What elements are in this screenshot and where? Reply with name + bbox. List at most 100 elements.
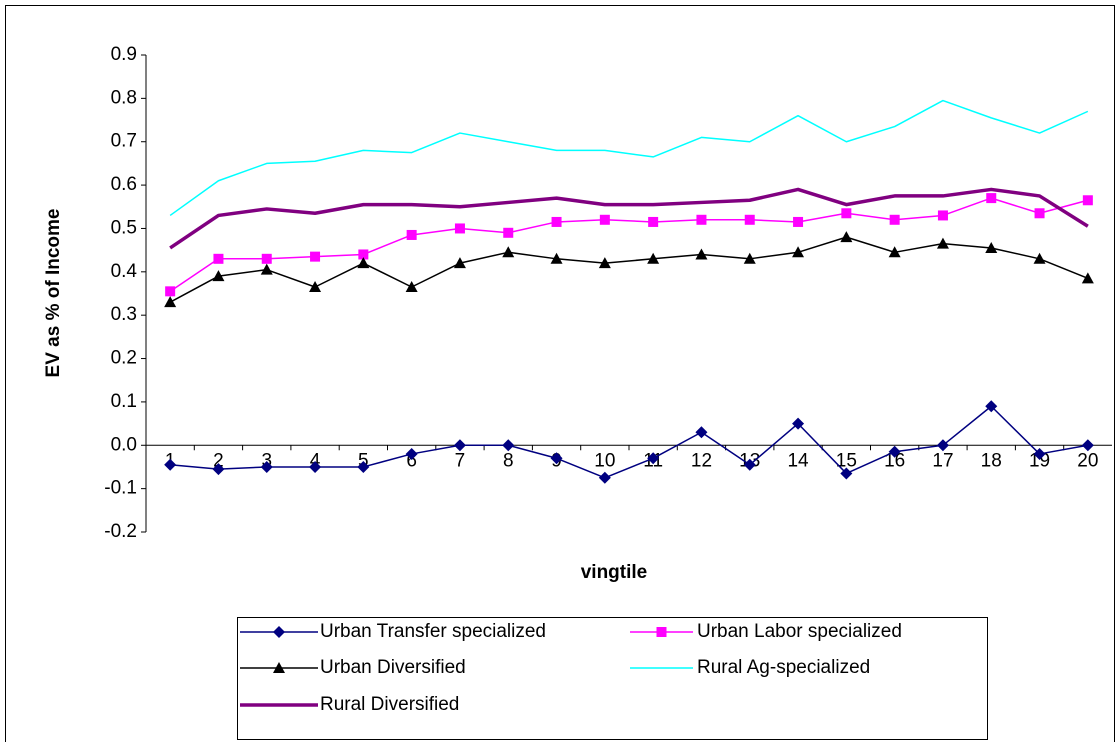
data-point	[936, 439, 949, 452]
data-point	[888, 246, 901, 258]
data-point	[695, 248, 708, 260]
data-point	[840, 467, 853, 480]
x-tick-label: 4	[310, 450, 321, 471]
data-point	[695, 426, 708, 439]
data-point	[164, 296, 177, 308]
data-point	[502, 246, 515, 258]
y-tick-label: 0.2	[111, 348, 137, 369]
data-point	[358, 249, 369, 260]
data-point	[454, 223, 465, 234]
data-point	[1033, 252, 1046, 264]
y-tick-label: -0.2	[104, 521, 137, 542]
y-tick-label: 0.9	[111, 44, 137, 65]
x-tick-label: 10	[594, 450, 615, 471]
data-point	[648, 216, 659, 227]
y-tick-label: 0.3	[111, 304, 137, 325]
data-point	[598, 257, 611, 269]
legend-label: Urban Transfer specialized	[320, 621, 546, 642]
x-tick-label: 15	[836, 450, 857, 471]
data-point	[309, 280, 322, 292]
data-point	[550, 452, 563, 465]
x-tick-label: 17	[932, 450, 953, 471]
data-point	[793, 216, 804, 227]
data-point	[743, 252, 756, 264]
data-point	[841, 208, 852, 219]
data-point	[986, 193, 997, 204]
data-point	[889, 214, 900, 225]
data-point	[792, 246, 805, 258]
data-point	[309, 460, 322, 473]
series-line	[169, 197, 1089, 292]
x-tick-label: 6	[406, 450, 417, 471]
data-point	[647, 452, 660, 465]
legend-box	[237, 617, 988, 740]
y-tick-label: 0.0	[111, 434, 137, 455]
y-tick-label: -0.1	[104, 478, 137, 499]
data-point	[937, 210, 948, 221]
legend-marker	[273, 662, 285, 673]
data-point	[744, 214, 755, 225]
data-point	[888, 445, 901, 458]
data-point	[1081, 439, 1094, 452]
data-point	[647, 252, 660, 264]
y-tick-label: 0.6	[111, 174, 137, 195]
x-tick-label: 19	[1029, 450, 1050, 471]
data-point	[213, 253, 224, 264]
legend-marker	[656, 627, 667, 637]
x-tick-label: 12	[691, 450, 712, 471]
data-point	[503, 227, 514, 238]
series-line	[170, 405, 1088, 479]
data-point	[405, 280, 418, 292]
data-point	[696, 214, 707, 225]
data-point	[1033, 447, 1046, 460]
legend-label: Rural Ag-specialized	[697, 657, 870, 678]
x-tick-label: 3	[261, 450, 272, 471]
y-tick-label: 0.5	[111, 217, 137, 238]
data-point	[406, 229, 417, 240]
data-point	[599, 214, 610, 225]
data-point	[357, 460, 370, 473]
data-point	[357, 257, 370, 269]
series-line	[169, 99, 1089, 217]
data-point	[1034, 208, 1045, 219]
data-point	[792, 417, 805, 430]
y-axis-title: EV as % of Income	[43, 209, 64, 378]
data-point	[551, 216, 562, 227]
data-point	[405, 447, 418, 460]
legend-label: Urban Diversified	[320, 657, 466, 678]
legend-marker	[273, 626, 285, 638]
x-tick-label: 2	[213, 450, 224, 471]
data-point	[164, 458, 177, 471]
data-point	[310, 251, 321, 262]
data-point	[985, 400, 998, 413]
data-point	[260, 460, 273, 473]
data-point	[1082, 195, 1093, 206]
data-point	[598, 471, 611, 484]
data-point	[453, 439, 466, 452]
data-point	[261, 253, 272, 264]
data-point	[212, 463, 225, 476]
x-tick-label: 20	[1077, 450, 1098, 471]
series-line	[169, 187, 1089, 250]
data-point	[502, 439, 515, 452]
x-axis-title: vingtile	[581, 562, 648, 583]
data-point	[743, 458, 756, 471]
y-tick-label: 0.1	[111, 391, 137, 412]
series-line	[169, 236, 1089, 303]
data-point	[453, 257, 466, 269]
data-point	[840, 231, 853, 243]
y-tick-label: 0.4	[111, 261, 138, 282]
x-tick-label: 16	[884, 450, 905, 471]
data-point	[165, 286, 176, 297]
x-tick-label: 18	[981, 450, 1002, 471]
x-tick-label: 5	[358, 450, 369, 471]
x-tick-label: 8	[503, 450, 514, 471]
x-tick-label: 7	[455, 450, 466, 471]
y-tick-label: 0.7	[111, 131, 137, 152]
data-point	[260, 263, 273, 275]
data-point	[985, 241, 998, 253]
y-tick-label: 0.8	[111, 87, 137, 108]
data-point	[550, 252, 563, 264]
